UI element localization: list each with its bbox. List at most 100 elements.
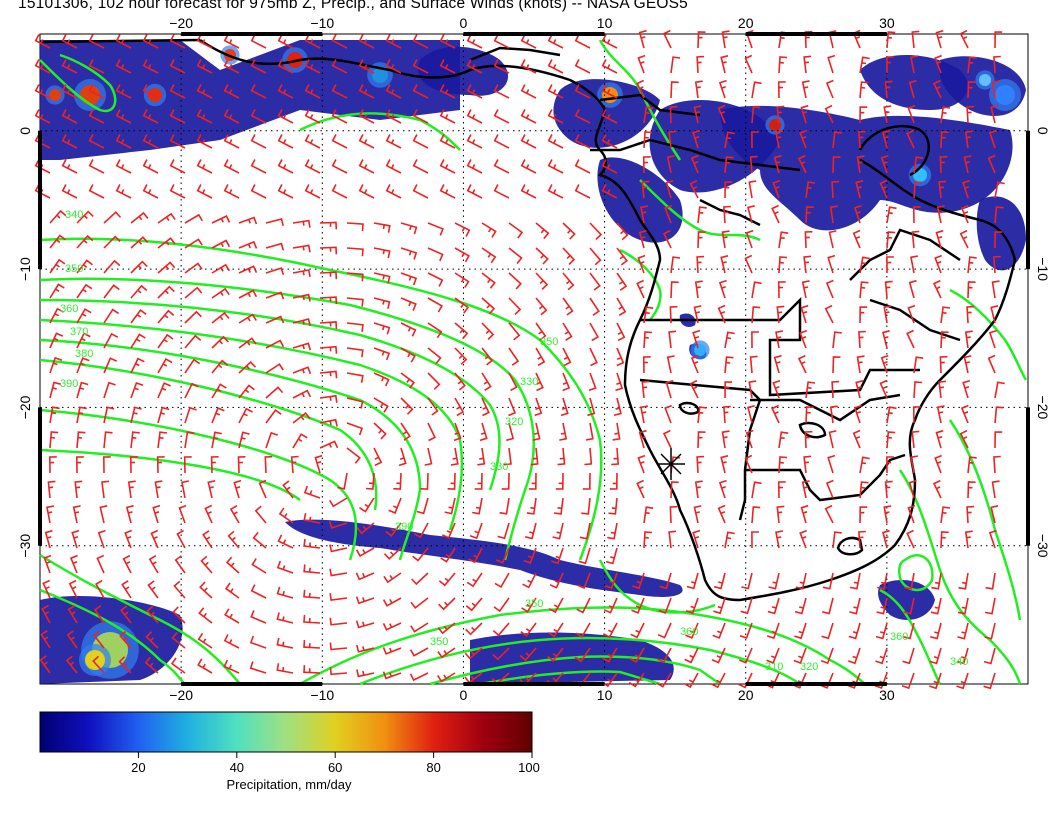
wind-barb (211, 335, 229, 349)
wind-barb (61, 59, 78, 74)
wind-barb (412, 84, 429, 99)
wind-barb (385, 522, 402, 537)
wind-barb (778, 456, 788, 474)
wind-barb (329, 544, 348, 553)
coastline (750, 393, 901, 422)
wind-barb (120, 605, 132, 624)
wind-barb (410, 622, 429, 633)
wind-barb (616, 347, 625, 367)
wind-barb (493, 597, 510, 613)
wind-barb (643, 531, 653, 549)
wind-barb (966, 305, 975, 324)
wind-barb (960, 404, 969, 424)
wind-barb (859, 281, 869, 299)
wind-barb (199, 581, 213, 599)
wind-barb (805, 381, 816, 399)
lon-tick-bottom: 10 (597, 687, 613, 700)
precip-core (49, 89, 61, 101)
wind-barb (616, 322, 626, 342)
wind-barb (831, 380, 840, 399)
contour-line (619, 248, 662, 321)
wind-barb (693, 105, 702, 124)
wind-barb (562, 222, 576, 240)
wind-barb (821, 622, 834, 640)
wind-barb (303, 614, 321, 624)
wind-barb (142, 134, 159, 149)
wind-barb (68, 579, 78, 599)
wind-barb (547, 109, 564, 124)
wind-barb (712, 622, 726, 639)
wind-barb (265, 386, 284, 399)
wind-barb (355, 620, 375, 629)
wind-barb (585, 422, 594, 441)
wind-barb (176, 529, 186, 549)
wind-barb (589, 247, 602, 266)
wind-barb (373, 447, 383, 467)
wind-barb (884, 80, 893, 99)
wind-barb (602, 647, 618, 663)
wind-barb (886, 256, 894, 274)
wind-barb (589, 222, 603, 240)
coastline (590, 138, 801, 172)
wind-barb (766, 647, 780, 664)
wind-barbs (34, 29, 1005, 690)
wind-barb (775, 330, 784, 349)
wind-barb (886, 31, 896, 49)
wind-barb (940, 531, 949, 549)
wind-barb (601, 159, 618, 174)
wind-barb (157, 309, 175, 324)
wind-barb (413, 522, 429, 539)
wind-barb (799, 329, 807, 349)
wind-barb (346, 447, 361, 464)
wind-barb (640, 405, 649, 424)
wind-barb (964, 130, 973, 149)
wind-barb (994, 231, 1003, 249)
wind-barb (157, 431, 168, 449)
wind-barb (767, 597, 780, 615)
contour-label: 330 (520, 376, 538, 388)
wind-barb (142, 109, 159, 124)
wind-barb (223, 109, 240, 124)
wind-barb (184, 358, 201, 374)
wind-barb (454, 222, 471, 237)
wind-barb (685, 622, 699, 639)
wind-barb (224, 608, 240, 624)
wind-barb (356, 522, 375, 535)
wind-barb (400, 272, 418, 286)
coastline (199, 38, 1017, 602)
wind-barb (739, 622, 753, 640)
wind-barb (849, 597, 861, 615)
precip-colorbar: 20 40 60 80 100 Precipitation, mm/day (39, 711, 540, 792)
wind-barb (574, 59, 591, 74)
wind-barb (747, 205, 755, 224)
wind-barb (508, 322, 521, 341)
wind-barb (994, 381, 1005, 399)
wind-barb (71, 529, 80, 549)
wind-barb (453, 422, 462, 442)
wind-barb (481, 347, 494, 366)
wind-barb (578, 547, 591, 565)
wind-barb (637, 54, 646, 74)
wind-barb (697, 231, 706, 249)
wind-barb (662, 29, 672, 49)
wind-barb (643, 306, 654, 324)
wind-barb (964, 530, 973, 549)
wind-barb (92, 630, 105, 649)
wind-barb (799, 129, 807, 149)
wind-barb (481, 322, 495, 340)
wind-barb (202, 530, 213, 549)
wind-barb (169, 109, 186, 124)
wind-barb (319, 271, 338, 280)
wind-barb (520, 59, 537, 74)
wind-barb (76, 332, 91, 349)
wind-barb (197, 632, 213, 649)
wind-barb (934, 54, 942, 74)
wind-barb (223, 134, 240, 149)
wind-barb (319, 296, 338, 305)
wind-barb (103, 308, 120, 324)
coastline (798, 421, 827, 439)
wind-barb (670, 81, 679, 99)
wind-barb (76, 308, 92, 324)
weather-map: 340 350 360 370 380 390 350 330 320 390 350 360 330 3… (17, 15, 1051, 700)
wind-barb (692, 129, 701, 149)
